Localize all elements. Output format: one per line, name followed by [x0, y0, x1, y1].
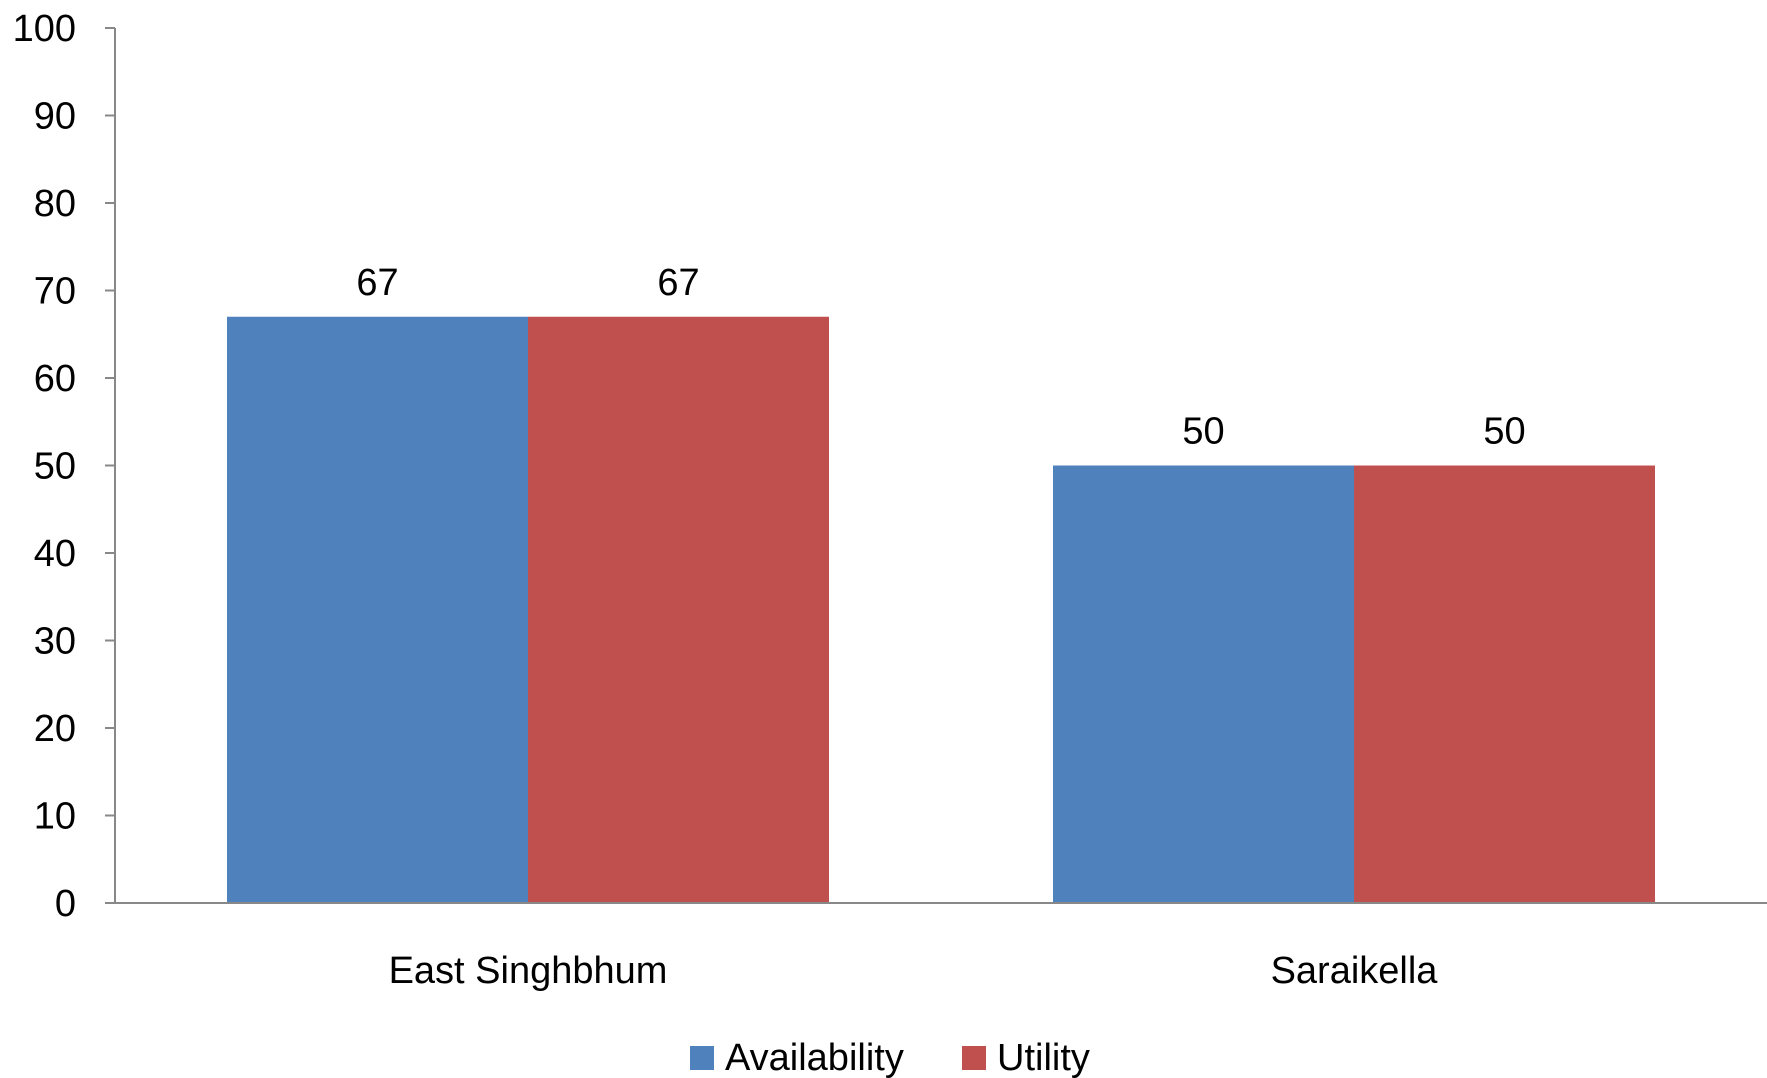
bar-availability-1 [227, 316, 528, 903]
data-labels: 67 67 50 50 [356, 262, 1525, 453]
y-tick-label: 90 [34, 96, 76, 138]
y-tick-label: 0 [55, 883, 76, 925]
data-label: 67 [657, 262, 699, 304]
legend-label-1: Availability [725, 1037, 904, 1078]
y-tick-label: 70 [34, 271, 76, 313]
legend-swatch-1 [690, 1046, 714, 1070]
bar-availability-2 [1053, 465, 1354, 903]
legend: Availability Utility [690, 1037, 1090, 1078]
bar-utility-2 [1354, 465, 1655, 903]
y-tick-label: 100 [13, 8, 76, 50]
category-label: Saraikella [1271, 950, 1439, 992]
data-label: 50 [1182, 411, 1224, 453]
bar-utility-1 [528, 316, 829, 903]
y-tick-label: 50 [34, 446, 76, 488]
y-tick-label: 30 [34, 621, 76, 663]
y-tick-label: 80 [34, 183, 76, 225]
y-axis-ticks: 0 10 20 30 40 50 60 70 80 90 100 [13, 8, 115, 925]
y-tick-label: 20 [34, 708, 76, 750]
category-labels: East Singhbhum Saraikella [389, 950, 1439, 992]
category-label: East Singhbhum [389, 950, 668, 992]
y-tick-label: 60 [34, 358, 76, 400]
data-label: 50 [1483, 411, 1525, 453]
legend-swatch-2 [962, 1046, 986, 1070]
legend-label-2: Utility [997, 1037, 1090, 1078]
data-label: 67 [356, 262, 398, 304]
bars [227, 316, 1655, 903]
y-tick-label: 40 [34, 533, 76, 575]
y-tick-label: 10 [34, 796, 76, 838]
